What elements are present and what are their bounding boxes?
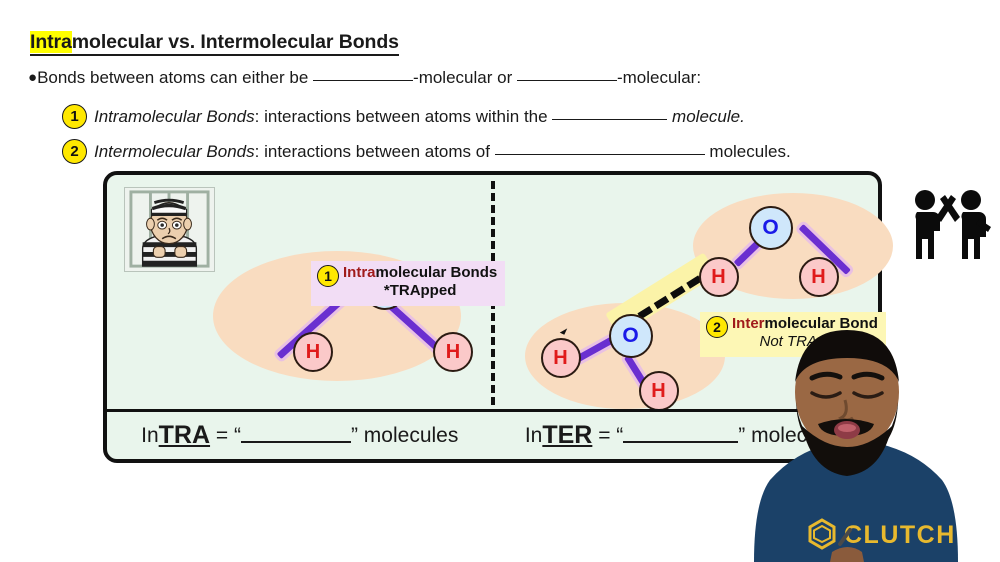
callout2-rest: molecular Bond — [764, 315, 878, 332]
bottom-bar-right: In TER = “” molecules — [493, 412, 879, 459]
list-item-2: 2 Intermolecular Bonds: interactions bet… — [62, 139, 791, 164]
bottom-bar-left: In TRA = “ ” molecules — [107, 412, 493, 459]
intra-bold: TRA — [158, 421, 211, 449]
diagram-box: O H H — [103, 171, 991, 463]
blank-field-2 — [516, 69, 617, 81]
atom-hydrogen-left-1: H — [293, 332, 333, 372]
inter-equals: = “ — [598, 423, 624, 447]
blank-field-6 — [623, 429, 739, 443]
right-panel-intermolecular: O H H O H H — [493, 175, 991, 413]
atom-hydrogen-right-top-2: H — [798, 257, 839, 297]
atom-oxygen-right-top: O — [748, 206, 793, 250]
bullet-line: ●Bonds between atoms can either be -mole… — [28, 68, 701, 88]
callout-number-2: 2 — [706, 316, 728, 338]
atom-hydrogen-left-2: H — [433, 332, 473, 372]
blank-field-4 — [494, 143, 705, 155]
inter-bold: TER — [542, 421, 593, 449]
inter-prefix: In — [524, 423, 543, 447]
bullet-text-after: -molecular: — [616, 68, 702, 87]
svg-text:CLUTCH: CLUTCH — [844, 521, 956, 549]
callout1-prefix: Intra — [343, 264, 376, 281]
blank-field-5 — [240, 429, 351, 443]
atom-oxygen-right-bottom: O — [608, 314, 653, 358]
title-highlight-intra: Intra — [30, 31, 72, 53]
callout-intramolecular: 1 Intramolecular Bonds *TRApped — [311, 261, 506, 306]
high-five-icon — [905, 187, 993, 261]
callout1-sublabel: *TRApped — [383, 282, 457, 299]
item2-text-before: : interactions between atoms of — [254, 141, 490, 161]
atom-hydrogen-right-bottom-1: H — [540, 338, 581, 378]
bottom-bar: In TRA = “” molecules In TER = “” molecule… — [107, 409, 878, 459]
term-intermolecular: Intermolecular Bonds — [94, 141, 255, 161]
callout1-rest: molecular Bonds — [375, 264, 498, 281]
bullet-text-mid: -molecular or — [413, 68, 513, 87]
item1-text-before: : interactions between atoms within the — [254, 106, 548, 126]
intra-prefix: In — [141, 423, 159, 447]
intra-equals: = “ — [215, 423, 241, 447]
callout-number-1: 1 — [317, 265, 339, 287]
callout2-prefix: Inter — [732, 315, 765, 332]
title-rest: molecular vs. Intermolecular Bonds — [71, 31, 399, 53]
prisoner-icon — [124, 187, 215, 272]
number-badge-1: 1 — [62, 104, 87, 129]
number-badge-2: 2 — [62, 139, 87, 164]
bullet-text-before: Bonds between atoms can either be — [37, 68, 309, 87]
blank-field-3 — [552, 108, 668, 120]
page-title: Intramolecular vs. Intermolecular Bonds — [30, 31, 399, 56]
blank-field-1 — [313, 69, 414, 81]
atom-hydrogen-right-bottom-2: H — [638, 371, 679, 411]
item2-text-after: molecules. — [709, 141, 791, 161]
atom-hydrogen-right-top-1: H — [698, 257, 739, 297]
presenter-video-overlay: CLUTCH — [690, 330, 1000, 562]
bullet-dot: ● — [28, 69, 38, 86]
intra-close: ” molecules — [350, 423, 459, 447]
item1-text-after: molecule. — [672, 106, 745, 126]
term-intramolecular: Intramolecular Bonds — [94, 106, 255, 126]
list-item-1: 1 Intramolecular Bonds: interactions bet… — [62, 104, 745, 129]
